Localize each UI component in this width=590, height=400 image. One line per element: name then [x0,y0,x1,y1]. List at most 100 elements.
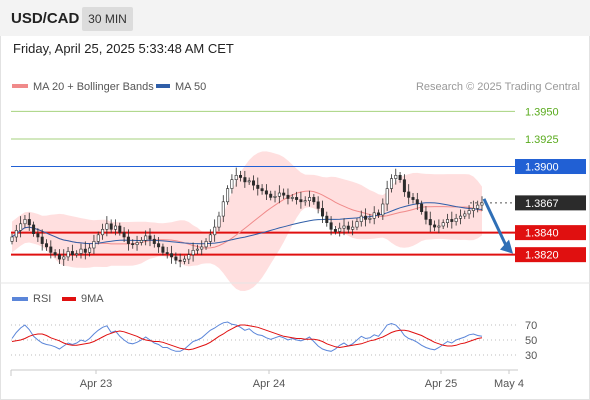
rsi-tick-label: 70 [525,320,537,332]
rsi-ma-line [11,324,483,351]
level-label: 1.3925 [525,134,559,146]
candle-body [376,212,380,216]
candle-body [295,197,299,200]
candle-body [320,208,324,217]
rsi-ma-legend-swatch [62,297,76,301]
candle-body [359,215,363,222]
candle-body [62,256,66,260]
rsi-line [11,321,483,352]
candle-body [450,219,454,222]
candle-body [252,180,256,186]
candle-body [256,184,260,189]
candle-body [398,175,402,181]
candle-body [217,215,221,228]
candle-body [428,219,432,226]
candle-body [312,197,316,203]
candle-body [139,240,143,243]
candle-body [109,223,113,230]
candle-body [385,188,389,205]
projection-arrow [482,198,509,249]
candle-body [433,224,437,228]
rsi-tick-label: 50 [525,335,537,347]
candle-body [346,225,350,230]
candle-body [101,229,105,236]
candle-body [208,234,212,242]
candle-body [243,177,247,183]
candle-body [351,226,355,230]
candle-body [355,221,359,228]
candle-body [135,242,139,246]
level-tag [515,159,586,175]
level-label: 1.3820 [525,250,559,262]
x-tick-label: Apr 23 [80,378,112,390]
candle-body [338,227,342,232]
candle-body [368,218,372,220]
candle-body [148,235,152,240]
candle-body [264,190,268,195]
candle-body [19,223,23,231]
candle-body [96,234,100,242]
candle-body [290,197,294,199]
research-credit: Research © 2025 Trading Central [416,81,580,93]
candle-body [480,202,484,206]
header-bar: USD/CAD 30 MIN [0,0,590,36]
candle-body [260,188,264,192]
candle-body [204,241,208,248]
candle-body [389,178,393,189]
candle-body [174,256,178,261]
projection-arrowhead [500,239,513,254]
candle-body [75,253,79,256]
candle-body [213,226,217,236]
ma50-legend-label: MA 50 [175,81,206,93]
candle-body [247,180,251,183]
candle-body [66,251,70,258]
candle-body [303,200,307,203]
candle-body [14,230,18,238]
candle-body [381,203,385,216]
candle-body [445,219,449,223]
candle-body [191,250,195,256]
candle-body [329,222,333,230]
candle-body [226,188,230,203]
candle-body [161,246,165,253]
x-tick-label: Apr 24 [253,378,285,390]
candle-body [27,219,31,226]
candle-body [221,201,225,217]
candle-body [23,219,27,225]
timeframe-button[interactable]: 30 MIN [82,7,133,31]
candle-body [40,236,44,244]
symbol-title: USD/CAD [11,10,80,27]
candle-body [342,225,346,229]
candle-body [126,236,130,244]
candle-body [239,175,243,178]
level-label: 1.3950 [525,106,559,118]
candle-body [463,213,467,217]
candle-body [105,223,109,230]
candle-body [454,218,458,222]
candle-body [411,197,415,200]
ma20-legend-swatch [12,84,28,88]
candle-body [286,194,290,199]
candle-body [32,224,36,234]
candle-body [467,210,471,215]
ma50-legend-swatch [156,84,170,88]
level-tag [515,225,586,241]
candle-body [230,179,234,189]
candle-body [92,241,96,249]
level-label: 1.3840 [525,228,559,240]
level-label: 1.3900 [525,162,559,174]
level-tag [515,195,586,211]
candle-body [122,232,126,238]
rsi-legend-swatch [12,297,28,301]
rsi-tick-label: 30 [525,350,537,362]
candle-body [131,243,135,246]
x-tick-label: Apr 25 [425,378,457,390]
candle-body [277,192,281,197]
level-label: 1.3867 [525,198,559,210]
candle-body [394,175,398,179]
candle-body [333,229,337,232]
bollinger-band [12,151,482,291]
level-tag [515,247,586,263]
candle-body [79,248,83,254]
candle-body [70,251,74,255]
